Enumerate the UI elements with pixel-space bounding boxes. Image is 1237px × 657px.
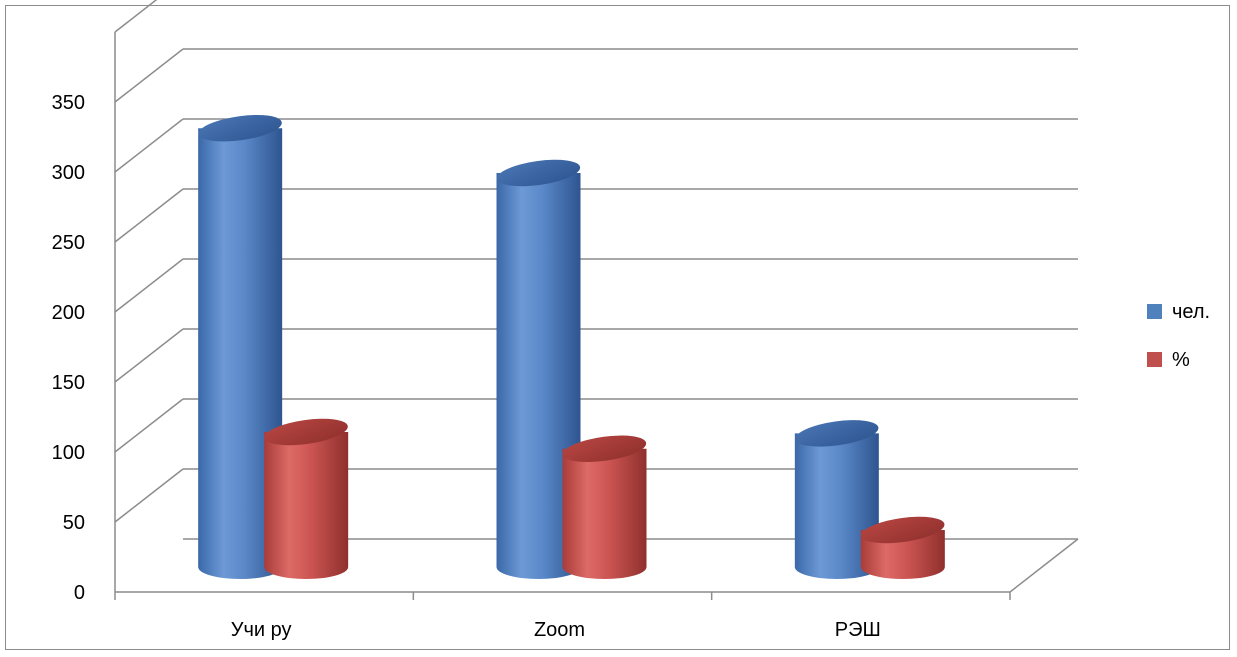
legend: чел.% (1147, 301, 1210, 371)
gridline-wall (114, 188, 184, 243)
bar-body (198, 128, 283, 579)
bar-0-1 (496, 159, 581, 579)
y-tick-label: 100 (52, 442, 85, 464)
bar-top (264, 418, 348, 446)
y-tick-label: 150 (52, 372, 85, 394)
labels-layer: 0 50 100 150 200 250 300 350 Учи ру Zoom РЭШ (52, 92, 881, 641)
y-tick-label: 200 (52, 302, 85, 324)
y-tick-label: 350 (52, 92, 85, 114)
bar-body (264, 432, 349, 579)
bar-0-0 (198, 114, 283, 579)
y-tick-label: 0 (74, 582, 85, 604)
bar-top (496, 159, 581, 187)
bars-layer (198, 114, 945, 579)
gridline-wall (114, 398, 184, 453)
legend-label: % (1172, 349, 1190, 371)
x-tick-label: Zoom (534, 619, 585, 641)
gridline-wall (114, 468, 184, 523)
bar-body (794, 433, 879, 579)
y-tick-label: 50 (63, 512, 85, 534)
bar-0-2 (794, 420, 879, 579)
legend-label: чел. (1172, 301, 1210, 323)
legend-swatch (1147, 304, 1162, 319)
gridline-wall (114, 48, 184, 103)
bar-top (861, 516, 945, 544)
gridline-wall (114, 0, 158, 33)
x-tick-label: Учи ру (231, 619, 292, 641)
x-tick-label: РЭШ (835, 619, 881, 641)
bar-top (198, 114, 282, 142)
gridline-wall (114, 258, 184, 313)
gridline-wall (114, 328, 184, 383)
floor-right-edge (1009, 538, 1079, 593)
bar-body (496, 173, 581, 579)
y-tick-label: 300 (52, 162, 85, 184)
gridline-wall (114, 118, 184, 173)
bar-1-2 (860, 516, 945, 579)
bar-top (562, 435, 647, 463)
bar-1-0 (264, 418, 349, 579)
bar-top (795, 420, 879, 447)
bar-body (562, 448, 647, 579)
bar-1-1 (562, 435, 647, 579)
legend-swatch (1147, 352, 1162, 367)
y-tick-label: 250 (52, 232, 85, 254)
axis-layer (114, 32, 1079, 600)
